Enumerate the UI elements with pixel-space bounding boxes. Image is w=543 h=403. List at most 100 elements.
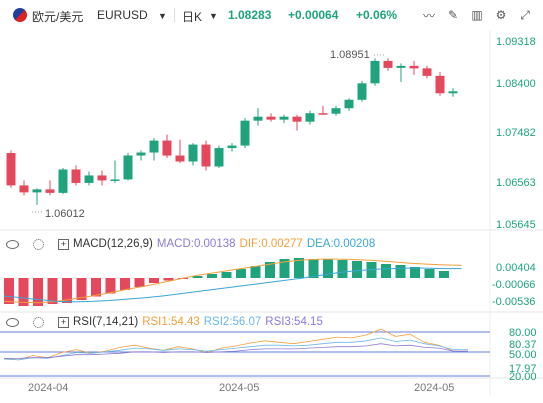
macd-caption: + MACD(12,26,9) MACD:0.00138 DIF:0.00277… bbox=[6, 236, 379, 252]
rsi1-line bbox=[3, 328, 468, 361]
macd-name[interactable]: MACD(12,26,9) bbox=[73, 238, 153, 250]
candle-body bbox=[201, 144, 211, 167]
macd-histogram-bar bbox=[410, 267, 420, 278]
macd-histogram-bar bbox=[207, 274, 217, 278]
macd-histogram-bar bbox=[265, 262, 275, 278]
gear-icon[interactable] bbox=[33, 316, 44, 328]
macd-histogram-bar bbox=[192, 276, 203, 278]
candle-body bbox=[214, 148, 224, 167]
candle-body bbox=[409, 65, 419, 69]
chart-toolbar: 欧元/美元 EURUSD ▼ 日K ▼ 1.08283 +0.00064 +0.… bbox=[0, 0, 543, 30]
settings-icon[interactable]: ⚙ bbox=[495, 8, 507, 22]
candle-body bbox=[344, 99, 354, 109]
candle-body bbox=[357, 83, 367, 100]
macd-histogram-bar bbox=[221, 272, 232, 278]
candle-type-icon[interactable]: ▥ bbox=[471, 8, 483, 22]
candle-body bbox=[318, 113, 328, 115]
last-price: 1.08283 bbox=[228, 8, 272, 22]
dif-line bbox=[3, 258, 462, 304]
price-axis-tick: 1.06563 bbox=[496, 177, 536, 189]
rsi-name[interactable]: RSI(7,14,21) bbox=[73, 316, 139, 328]
candle-body bbox=[331, 108, 341, 114]
date-axis-tick: 2024-05 bbox=[414, 382, 455, 394]
price-change-percent: +0.06% bbox=[356, 8, 398, 22]
candle-body bbox=[32, 189, 42, 193]
period-selector[interactable]: 日K bbox=[182, 10, 203, 24]
eye-icon[interactable] bbox=[6, 239, 19, 249]
candle-body bbox=[435, 75, 445, 94]
low-annotation: 1.06012 bbox=[45, 208, 85, 220]
date-axis-tick: 2024-05 bbox=[219, 382, 260, 394]
candle-body bbox=[19, 185, 29, 193]
period-chevron-down-icon[interactable]: ▼ bbox=[209, 11, 218, 21]
macd-histogram-bar bbox=[47, 278, 58, 304]
expand-icon[interactable]: + bbox=[58, 316, 69, 328]
dea-line bbox=[3, 267, 462, 303]
macd-histogram-bar bbox=[163, 278, 174, 281]
macd-histogram-bar bbox=[439, 271, 449, 278]
chart-grid bbox=[0, 30, 543, 395]
price-change: +0.00064 bbox=[288, 8, 339, 22]
rsi-axis-tick: 50.00 bbox=[509, 349, 537, 361]
candle-body bbox=[162, 140, 172, 156]
candle-body bbox=[175, 155, 185, 162]
symbol-label[interactable]: EURUSD bbox=[97, 8, 148, 22]
eu-us-flag-icon bbox=[13, 8, 27, 22]
macd-histogram-bar bbox=[337, 260, 348, 278]
candle-body bbox=[123, 155, 133, 180]
rsi3-value: RSI3:54.15 bbox=[265, 316, 323, 328]
gear-icon[interactable] bbox=[33, 238, 44, 250]
macd-histogram-bar bbox=[294, 258, 304, 278]
candlestick-series bbox=[6, 58, 458, 205]
price-axis-tick: 1.08400 bbox=[496, 78, 536, 90]
candle-body bbox=[6, 153, 16, 186]
candle-body bbox=[149, 140, 159, 153]
macd-histogram-bar bbox=[149, 278, 159, 283]
rsi-axis-tick: 80.00 bbox=[509, 327, 537, 339]
dea-value: DEA:0.00208 bbox=[306, 238, 376, 250]
candle-body bbox=[370, 60, 380, 84]
rsi-series bbox=[3, 328, 468, 361]
eye-icon[interactable] bbox=[6, 317, 19, 327]
macd-histogram-bar bbox=[76, 278, 87, 300]
date-axis-tick: 2024-04 bbox=[28, 382, 69, 394]
candle-body bbox=[110, 179, 120, 181]
macd-axis-tick: -0.00536 bbox=[492, 296, 535, 308]
high-annotation: 1.08951 bbox=[330, 49, 370, 61]
rsi2-line bbox=[3, 337, 468, 361]
candle-body bbox=[396, 65, 406, 68]
macd-histogram-bar bbox=[381, 264, 391, 278]
macd-histogram-bar bbox=[4, 278, 14, 304]
macd-histogram-bar bbox=[33, 278, 43, 306]
candle-body bbox=[292, 116, 302, 122]
candle-body bbox=[84, 175, 94, 183]
expand-icon[interactable]: + bbox=[58, 238, 69, 250]
fullscreen-icon[interactable]: ⤢ bbox=[520, 7, 530, 22]
macd-axis-tick: -0.00066 bbox=[492, 279, 535, 291]
pencil-icon[interactable]: ✎ bbox=[447, 8, 459, 22]
macd-histogram-bar bbox=[323, 259, 333, 278]
candle-body bbox=[97, 175, 107, 181]
indicator-icon[interactable]: 〰 bbox=[422, 8, 435, 23]
price-axis-tick: 1.05645 bbox=[496, 219, 536, 231]
candle-body bbox=[383, 60, 393, 68]
candle-body bbox=[45, 189, 55, 193]
rsi-axis-tick: 17.97 bbox=[509, 363, 537, 375]
toolbar-divider bbox=[174, 8, 175, 22]
macd-histogram-bar bbox=[279, 259, 290, 278]
candle-body bbox=[188, 144, 198, 162]
candle-body bbox=[227, 145, 237, 149]
pair-label[interactable]: 欧元/美元 bbox=[32, 10, 84, 24]
macd-histogram-bar bbox=[105, 278, 116, 294]
macd-histogram-bar bbox=[120, 278, 130, 290]
rsi1-value: RSI1:54.43 bbox=[142, 316, 200, 328]
candle-body bbox=[279, 116, 289, 120]
macd-histogram-bar bbox=[62, 278, 72, 303]
price-axis-tick: 1.09318 bbox=[496, 36, 536, 48]
rsi-axis-tick: 80.37 bbox=[509, 339, 537, 351]
macd-histogram-bar bbox=[236, 269, 246, 278]
macd-histogram-bar bbox=[134, 278, 145, 287]
chevron-down-icon[interactable]: ▼ bbox=[158, 11, 167, 21]
rsi3-line bbox=[4, 343, 468, 359]
